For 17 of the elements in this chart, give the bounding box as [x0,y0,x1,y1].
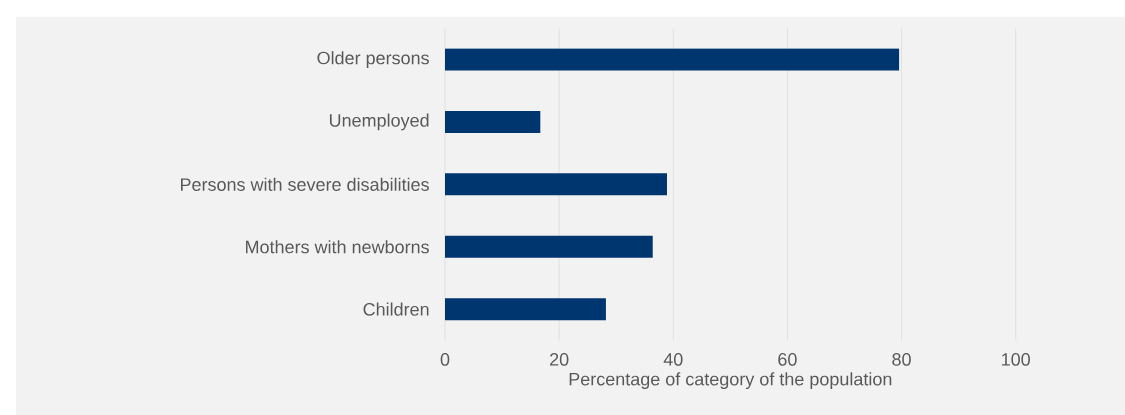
x-tick-label: 20 [550,353,569,366]
y-tick-label: Children [363,302,429,316]
x-tick-label: 80 [892,353,911,366]
y-tick-label: Older persons [317,51,429,68]
bar [445,298,606,321]
x-tick-label: 60 [778,353,797,366]
x-tick-label: 100 [1002,353,1030,366]
bar [445,110,541,133]
y-tick-label: Mothers with newborns [246,240,429,254]
y-tick-label: Unemployed [329,113,429,131]
x-tick-label: 40 [663,353,683,366]
x-tick-label: 0 [440,353,450,366]
bar [445,48,900,71]
x-axis-title: Percentage of category of the population [569,372,892,390]
y-tick-label: Persons with severe disabilities [181,177,429,191]
bar [445,173,667,196]
bar [445,235,653,258]
